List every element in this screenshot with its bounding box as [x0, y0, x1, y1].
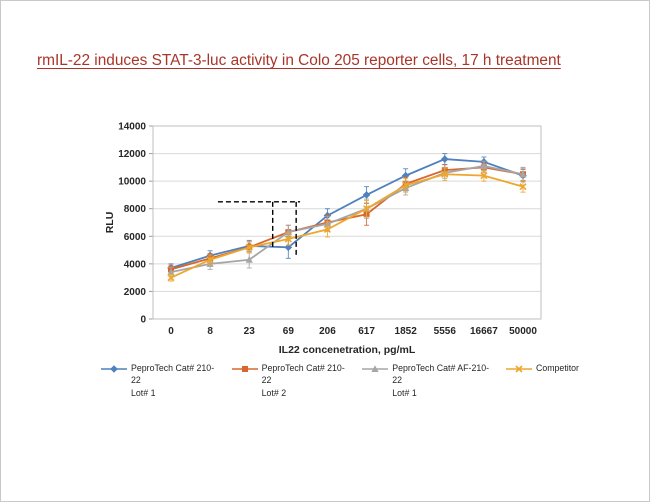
- svg-text:10000: 10000: [118, 177, 146, 188]
- svg-text:4000: 4000: [124, 259, 147, 270]
- svg-text:16667: 16667: [470, 326, 498, 337]
- svg-text:23: 23: [244, 326, 256, 337]
- svg-text:5556: 5556: [434, 326, 457, 337]
- legend-label: PeproTech Cat# 210-22 Lot# 1: [131, 363, 215, 398]
- svg-text:69: 69: [283, 326, 295, 337]
- svg-text:8000: 8000: [124, 204, 147, 215]
- svg-text:2000: 2000: [124, 287, 147, 298]
- svg-text:1852: 1852: [395, 326, 418, 337]
- legend-item-3: Competitor: [505, 362, 579, 374]
- legend-label: PeproTech Cat# 210-22 Lot# 2: [261, 363, 345, 398]
- legend-marker-icon: [362, 365, 389, 372]
- svg-text:50000: 50000: [509, 326, 537, 337]
- series-line-3: [170, 173, 524, 279]
- series-line-2: [170, 165, 524, 274]
- legend-item-1: PeproTech Cat# 210-22 Lot# 2: [231, 362, 350, 399]
- legend-label: Competitor: [535, 363, 579, 373]
- svg-text:14000: 14000: [118, 122, 146, 133]
- legend-item-0: PeproTech Cat# 210-22 Lot# 1: [101, 362, 219, 399]
- svg-text:617: 617: [358, 326, 375, 337]
- svg-text:0: 0: [168, 326, 174, 337]
- legend-marker-icon: [231, 366, 258, 372]
- y-axis-label: RLU: [104, 212, 116, 234]
- svg-text:0: 0: [140, 315, 146, 326]
- series-line-0: [170, 158, 524, 269]
- chart-legend: PeproTech Cat# 210-22 Lot# 1 PeproTech Cat…: [101, 362, 579, 399]
- svg-text:6000: 6000: [124, 232, 147, 243]
- svg-text:206: 206: [319, 326, 336, 337]
- svg-text:8: 8: [207, 326, 213, 337]
- legend-marker-icon: [505, 365, 532, 373]
- legend-marker-icon: [101, 365, 127, 373]
- svg-text:12000: 12000: [118, 149, 146, 160]
- x-axis-label: IL22 concenetration, pg/mL: [279, 344, 416, 356]
- legend-label: PeproTech Cat# AF-210-22 Lot# 1: [392, 363, 490, 398]
- chart-title: rmIL-22 induces STAT-3-luc activity in C…: [37, 52, 561, 69]
- legend-item-2: PeproTech Cat# AF-210-22 Lot# 1: [362, 362, 493, 399]
